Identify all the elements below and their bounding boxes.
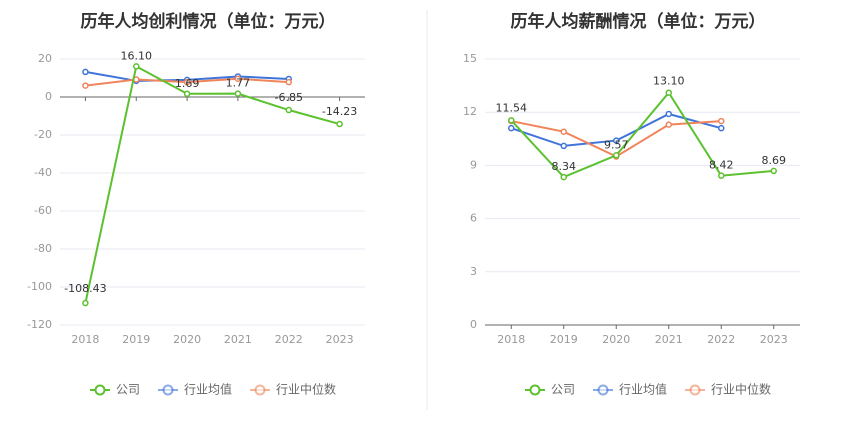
legend-item-industry_avg[interactable]: 行业均值 — [593, 382, 667, 397]
legend-swatch-marker — [529, 384, 541, 396]
x-tick-label: 2020 — [602, 333, 630, 346]
data-point-industry_median[interactable] — [183, 78, 191, 86]
y-tick-label: 15 — [463, 52, 477, 65]
data-point-industry_median[interactable] — [560, 128, 567, 135]
y-tick-label: -120 — [27, 318, 52, 331]
chart-title: 历年人均创利情况（单位：万元） — [81, 11, 336, 32]
legend-item-industry_median[interactable]: 行业中位数 — [250, 382, 336, 397]
data-label: 11.54 — [496, 101, 528, 114]
y-tick-label: -20 — [34, 128, 52, 141]
data-point-industry_avg[interactable] — [560, 142, 567, 150]
data-point-company[interactable] — [613, 152, 620, 159]
data-point-company[interactable] — [133, 63, 140, 70]
legend-label: 行业均值 — [619, 382, 667, 397]
data-point-company[interactable] — [82, 299, 89, 307]
data-point-company[interactable] — [770, 167, 777, 175]
data-point-industry_median[interactable] — [718, 117, 725, 125]
y-tick-label: 12 — [463, 105, 477, 118]
data-point-industry_avg[interactable] — [613, 137, 620, 144]
y-tick-label: 20 — [38, 52, 52, 65]
data-point-company[interactable] — [560, 173, 567, 181]
data-label: 1.69 — [175, 77, 200, 90]
data-label: 8.34 — [552, 160, 577, 173]
data-point-company[interactable] — [508, 117, 515, 124]
x-tick-label: 2019 — [550, 333, 578, 346]
legend-label: 公司 — [551, 383, 575, 397]
data-point-industry_avg[interactable] — [718, 124, 725, 132]
legend-item-industry_avg[interactable]: 行业均值 — [158, 382, 232, 397]
legend-item-industry_median[interactable]: 行业中位数 — [685, 382, 771, 397]
y-tick-label: 0 — [45, 90, 52, 103]
series-line-company — [510, 91, 774, 179]
data-label: 9.57 — [604, 138, 629, 151]
legend-item-company[interactable]: 公司 — [90, 383, 140, 397]
y-tick-label: -80 — [34, 242, 52, 255]
data-point-company[interactable] — [285, 106, 292, 114]
legend-swatch-marker — [254, 384, 266, 396]
legend-label: 行业均值 — [184, 382, 232, 397]
data-point-industry_median[interactable] — [285, 78, 292, 86]
x-tick-label: 2023 — [760, 333, 788, 346]
x-tick-label: 2019 — [122, 333, 150, 346]
data-point-industry_median[interactable] — [665, 121, 672, 128]
data-label: -108.43 — [64, 282, 106, 295]
data-point-company[interactable] — [665, 89, 672, 96]
data-point-industry_avg[interactable] — [508, 124, 515, 132]
data-label: 13.10 — [653, 75, 685, 88]
legend-label: 公司 — [116, 383, 140, 397]
data-label: -6.85 — [275, 91, 303, 104]
series-line-company — [84, 64, 340, 304]
y-tick-label: 3 — [470, 265, 477, 278]
data-label: 1.77 — [226, 77, 251, 90]
data-point-industry_median[interactable] — [234, 75, 242, 83]
data-point-industry_median[interactable] — [82, 82, 89, 89]
y-tick-label: -60 — [34, 204, 52, 217]
legend-item-company[interactable]: 公司 — [525, 383, 575, 397]
legend-swatch-marker — [94, 384, 106, 396]
x-tick-label: 2021 — [224, 333, 252, 346]
y-tick-label: 6 — [470, 212, 477, 225]
data-point-company[interactable] — [718, 172, 725, 179]
y-tick-label: 9 — [470, 158, 477, 171]
legend-swatch-marker — [689, 384, 701, 396]
data-point-industry_avg[interactable] — [82, 68, 89, 76]
x-tick-label: 2022 — [275, 333, 303, 346]
data-label: 8.69 — [762, 154, 787, 167]
data-point-company[interactable] — [336, 120, 343, 128]
profit-per-capita-chart: 历年人均创利情况（单位：万元） 20 0 -20 -40 -60 -80 -100 -120 20… — [27, 11, 365, 346]
data-point-company[interactable] — [234, 90, 242, 97]
data-label: -14.23 — [322, 105, 357, 118]
chart-title: 历年人均薪酬情况（单位：万元） — [511, 11, 766, 32]
legend-label: 行业中位数 — [276, 382, 336, 397]
x-tick-label: 2020 — [173, 333, 201, 346]
salary-per-capita-chart: 历年人均薪酬情况（单位：万元） 15 12 9 6 3 0 2018 2019 2020 2021 2… — [463, 11, 800, 346]
legend-swatch-marker — [162, 384, 174, 396]
y-tick-label: 0 — [470, 318, 477, 331]
x-tick-label: 2023 — [326, 333, 354, 346]
legend-right: 公司 行业均值 行业中位数 — [525, 382, 771, 397]
x-tick-label: 2018 — [71, 333, 99, 346]
y-tick-label: -40 — [34, 166, 52, 179]
data-label: 16.10 — [121, 49, 153, 62]
legend-label: 行业中位数 — [711, 382, 771, 397]
x-tick-label: 2018 — [497, 333, 525, 346]
data-point-industry_avg[interactable] — [665, 110, 672, 118]
legend-swatch-marker — [597, 384, 609, 396]
data-point-company[interactable] — [183, 90, 191, 98]
y-tick-label: -100 — [27, 280, 52, 293]
data-label: 8.42 — [709, 159, 734, 172]
x-tick-label: 2021 — [655, 333, 683, 346]
legend-left: 公司 行业均值 行业中位数 — [90, 382, 336, 397]
x-tick-label: 2022 — [707, 333, 735, 346]
